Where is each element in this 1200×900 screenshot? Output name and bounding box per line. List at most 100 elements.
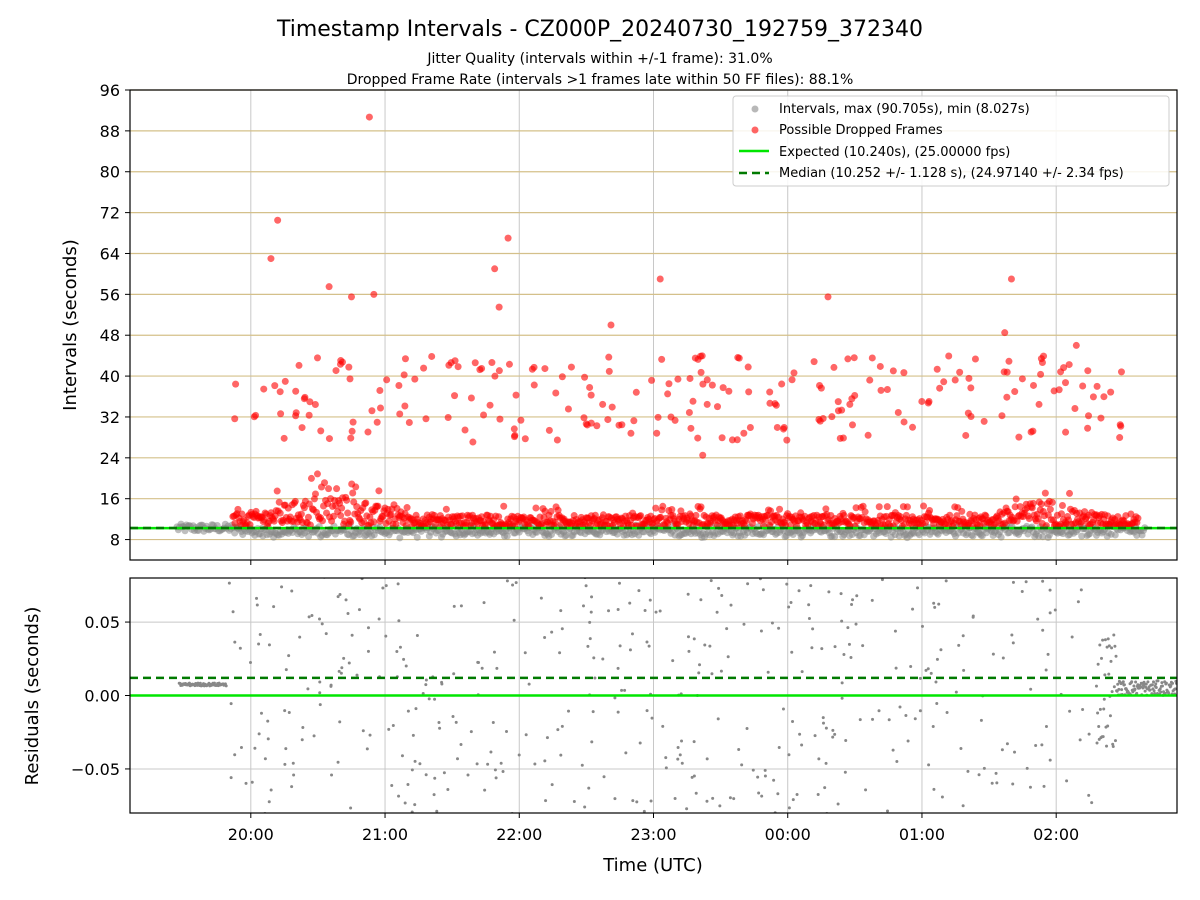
residual-point xyxy=(635,800,639,804)
residual-point xyxy=(406,709,410,713)
residual-point xyxy=(249,661,253,665)
residual-point xyxy=(475,762,479,766)
residual-point xyxy=(1143,689,1147,693)
dropped-frame-point xyxy=(703,400,711,408)
residual-point xyxy=(791,720,795,724)
dropped-frame-point xyxy=(627,429,635,437)
dropped-frame-point xyxy=(1084,367,1092,375)
residual-point xyxy=(337,669,341,673)
residual-point xyxy=(489,750,493,754)
dropped-frame-point xyxy=(699,380,707,388)
dropped-frame-point xyxy=(945,352,953,360)
residual-point xyxy=(517,753,521,757)
residual-point xyxy=(491,721,495,725)
residual-point xyxy=(718,804,722,808)
residual-point xyxy=(631,799,635,803)
residual-point xyxy=(400,754,404,758)
dropped-frame-point xyxy=(936,384,944,392)
residual-point xyxy=(1025,766,1029,770)
residual-point xyxy=(909,664,913,668)
dropped-frame-outlier xyxy=(491,265,499,273)
dropped-frame-point xyxy=(713,403,721,411)
residual-point xyxy=(433,776,437,780)
dropped-frame-point xyxy=(1003,368,1011,376)
residual-point xyxy=(780,816,783,819)
dropped-frame-point xyxy=(967,384,975,392)
residual-point xyxy=(544,799,548,803)
residual-point xyxy=(1103,673,1107,677)
residual-point xyxy=(224,684,228,688)
residual-point xyxy=(231,610,235,614)
residual-point xyxy=(1152,680,1156,684)
dropped-frame-point xyxy=(375,487,383,495)
residual-point xyxy=(361,729,365,733)
top-y-tick-label: 56 xyxy=(100,285,120,304)
residual-point xyxy=(567,709,571,713)
dropped-frame-point xyxy=(903,503,911,511)
dropped-frame-point xyxy=(260,385,268,393)
residual-point xyxy=(342,656,346,660)
residual-point xyxy=(897,813,900,816)
residual-point xyxy=(840,681,844,685)
residual-point xyxy=(787,806,791,810)
residual-point xyxy=(560,724,564,728)
residual-point xyxy=(926,667,930,671)
residual-point xyxy=(1154,682,1158,686)
residual-point xyxy=(287,654,291,658)
residual-point xyxy=(312,734,316,738)
residual-point xyxy=(559,609,563,613)
dropped-frame-point xyxy=(632,388,640,396)
interval-point xyxy=(413,533,421,541)
dropped-frame-point xyxy=(276,388,284,396)
dropped-frame-point xyxy=(374,502,382,510)
residual-point xyxy=(287,710,291,714)
dropped-frame-point xyxy=(718,434,726,442)
residual-point xyxy=(330,773,334,777)
dropped-frame-point xyxy=(580,414,588,422)
dropped-frame-point xyxy=(420,364,428,372)
dropped-frame-outlier xyxy=(824,293,832,301)
dropped-frame-point xyxy=(476,366,484,374)
dropped-frame-point xyxy=(1034,515,1042,523)
residual-point xyxy=(1141,686,1145,690)
dropped-frame-point xyxy=(1116,421,1124,429)
dropped-frame-point xyxy=(1035,400,1043,408)
residual-point xyxy=(847,642,851,646)
dropped-frame-point xyxy=(1062,428,1070,436)
dropped-frame-point xyxy=(488,359,496,367)
dropped-frame-point xyxy=(778,380,786,388)
dropped-frame-point xyxy=(383,376,391,384)
residual-point xyxy=(1087,793,1091,797)
dropped-frame-point xyxy=(517,416,525,424)
residual-point xyxy=(671,659,675,663)
residual-point xyxy=(524,733,528,737)
residual-point xyxy=(523,651,527,655)
residual-point xyxy=(726,655,730,659)
residual-point xyxy=(945,710,949,714)
residual-point xyxy=(601,657,605,661)
residual-point xyxy=(1169,684,1173,688)
dropped-frame-point xyxy=(744,363,752,371)
dropped-frame-point xyxy=(300,504,308,512)
dropped-frame-point xyxy=(370,518,378,526)
dropped-frame-point xyxy=(586,383,594,391)
residual-point xyxy=(556,728,560,732)
top-y-ticks: 8 16 24 32 40 48 56 64 72 80 88 96 xyxy=(100,81,130,550)
dropped-frame-point xyxy=(909,423,917,431)
residual-point xyxy=(510,817,513,820)
residual-point xyxy=(836,816,839,819)
dropped-frame-point xyxy=(442,505,450,513)
residual-point xyxy=(941,816,944,819)
residual-point xyxy=(776,792,780,796)
residual-point xyxy=(1024,580,1028,584)
dropped-frame-point xyxy=(615,421,623,429)
dropped-frame-point xyxy=(608,403,616,411)
residual-point xyxy=(628,648,632,652)
residual-point xyxy=(432,793,436,797)
dropped-frame-point xyxy=(1116,434,1124,442)
dropped-frame-point xyxy=(558,373,566,381)
residual-point xyxy=(1160,684,1164,688)
dropped-frame-point xyxy=(451,357,459,365)
residual-point xyxy=(751,768,755,772)
dropped-frame-point xyxy=(883,503,891,511)
